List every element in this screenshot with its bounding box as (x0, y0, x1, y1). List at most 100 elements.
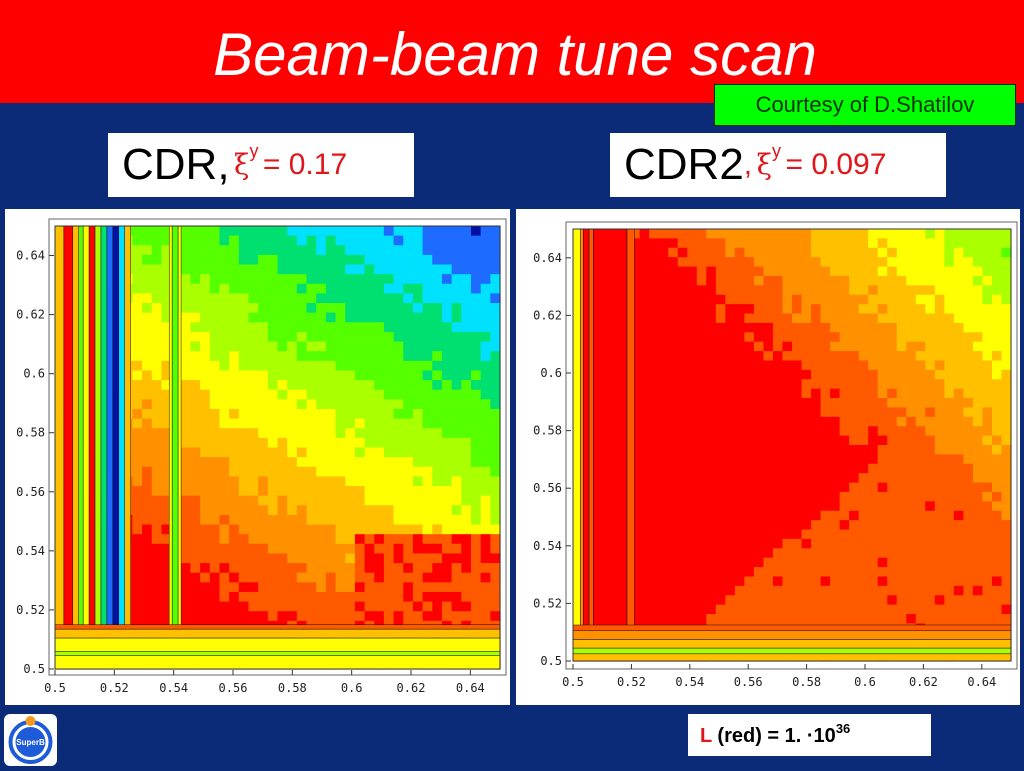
cdr-heatmap-cell (238, 495, 250, 506)
cdr2-heatmap-cell (982, 322, 993, 333)
cdr2-heatmap-cell (734, 332, 745, 343)
cdr2-heatmap-cell (687, 304, 698, 315)
cdr2-heatmap-cell (811, 585, 822, 596)
cdr2-heatmap-cell (734, 275, 745, 286)
cdr2-heatmap-cell (906, 538, 917, 549)
cdr-x-tick-label: 0.64 (456, 681, 485, 695)
cdr2-heatmap-cell (801, 576, 812, 587)
cdr-heatmap-cell (248, 370, 259, 381)
cdr2-heatmap-cell (972, 388, 984, 399)
cdr2-heatmap-cell (658, 388, 669, 399)
cdr2-heatmap-cell (734, 454, 745, 465)
cdr-heatmap-cell (287, 505, 298, 516)
cdr-heatmap-cell (480, 293, 491, 304)
cdr2-heatmap-cell (687, 257, 698, 268)
cdr2-heatmap-cell (963, 238, 974, 249)
cdr2-heatmap-cell (706, 332, 717, 343)
cdr-heatmap-cell (470, 312, 482, 323)
cdr2-heatmap-cell (744, 275, 755, 286)
cdr2-heatmap-cell (763, 360, 774, 371)
cdr-heatmap-cell (480, 553, 491, 564)
cdr2-heatmap-cell (820, 388, 831, 399)
cdr-heatmap-cell (412, 254, 424, 266)
cdr-heatmap-cell (451, 457, 462, 468)
cdr-heatmap-cell (287, 476, 298, 487)
cdr-heatmap-cell (258, 341, 269, 352)
cdr2-heatmap-cell (753, 266, 765, 277)
cdr2-heatmap-cell (753, 548, 765, 559)
cdr-heatmap-cell (306, 293, 317, 304)
cdr-x-tick-label: 0.6 (341, 681, 363, 695)
cdr2-heatmap-cell (896, 341, 907, 352)
cdr2-heatmap-cell (677, 229, 688, 239)
cdr2-heatmap-cell (687, 294, 698, 305)
cdr2-heatmap-cell (696, 567, 707, 578)
cdr-heatmap-cell (258, 591, 269, 603)
cdr2-heatmap-cell (887, 520, 898, 531)
cdr-heatmap-cell (490, 457, 501, 468)
cdr-heatmap-cell (267, 274, 279, 285)
cdr-heatmap-cell (480, 360, 491, 372)
cdr-heatmap-cell (432, 447, 443, 458)
cdr2-heatmap-cell (858, 322, 869, 333)
cdr-heatmap-cell (374, 447, 385, 458)
cdr-heatmap-cell (229, 245, 240, 256)
cdr2-heatmap-cell (953, 275, 964, 286)
cdr-heatmap-cell (219, 312, 230, 323)
cdr-heatmap-cell (325, 611, 337, 622)
cdr2-heatmap-cell (991, 379, 1003, 390)
cdr-heatmap-cell (287, 514, 298, 526)
cdr-heatmap-cell (238, 553, 250, 564)
cdr-heatmap-cell (180, 457, 192, 468)
cdr2-heatmap-cell (792, 529, 803, 540)
cdr-heatmap-cell (364, 341, 375, 352)
cdr2-heatmap-cell (877, 585, 888, 596)
cdr-heatmap-cell (200, 235, 211, 246)
cdr2-heatmap-cell (944, 341, 955, 352)
cdr2-heatmap-cell (677, 398, 688, 409)
cdr2-heatmap-cell (734, 445, 745, 455)
cdr-heatmap-cell (151, 447, 163, 458)
cdr-heatmap-cell (345, 514, 356, 526)
cdr2-heatmap-cell (706, 229, 717, 239)
cdr2-heatmap-cell (839, 247, 850, 258)
cdr-heatmap-cell (296, 341, 308, 352)
cdr-heatmap-cell (470, 457, 482, 468)
cdr-heatmap-cell (161, 466, 172, 477)
cdr-heatmap-cell (422, 360, 433, 372)
cdr2-heatmap-cell (668, 585, 679, 596)
cdr2-heatmap-cell (915, 595, 926, 606)
cdr-heatmap-cell (432, 486, 443, 497)
cdr-heatmap-cell (151, 389, 163, 400)
cdr2-heatmap-cell (887, 482, 898, 493)
cdr-heatmap-cell (383, 408, 395, 420)
cdr-heatmap-cell (364, 418, 375, 429)
cdr2-heatmap-cell (963, 266, 974, 277)
cdr-heatmap-cell (393, 303, 404, 314)
cdr2-heatmap-cell (858, 416, 869, 427)
cdr-heatmap-cell (219, 331, 230, 343)
cdr-heatmap-cell (335, 264, 346, 275)
cdr-heatmap-cell (335, 389, 346, 400)
cdr-heatmap-cell (383, 245, 395, 256)
cdr-heatmap-cell (219, 505, 230, 516)
cdr2-heatmap-cell (725, 332, 736, 343)
cdr2-heatmap-cell (877, 257, 888, 268)
cdr2-heatmap-cell (734, 604, 745, 615)
cdr2-heatmap-cell (715, 595, 726, 606)
cdr-heatmap-cell (200, 524, 211, 535)
cdr-heatmap-cell (345, 303, 356, 314)
cdr2-heatmap-cell (849, 332, 860, 343)
cdr-heatmap-cell (412, 476, 424, 487)
cdr-heatmap-cell (161, 582, 172, 593)
cdr2-heatmap-cell (639, 482, 650, 493)
cdr2-heatmap-cell (953, 229, 964, 239)
cdr-heatmap-cell (480, 514, 491, 526)
cdr2-heatmap-cell (849, 257, 860, 268)
cdr2-heatmap-cell (744, 463, 755, 474)
cdr-heatmap-cell (229, 235, 240, 246)
cdr2-heatmap-cell (820, 322, 831, 333)
cdr2-heatmap-cell (677, 304, 688, 315)
cdr-heatmap-cell (345, 322, 356, 333)
cdr2-heatmap-cell (820, 360, 831, 371)
